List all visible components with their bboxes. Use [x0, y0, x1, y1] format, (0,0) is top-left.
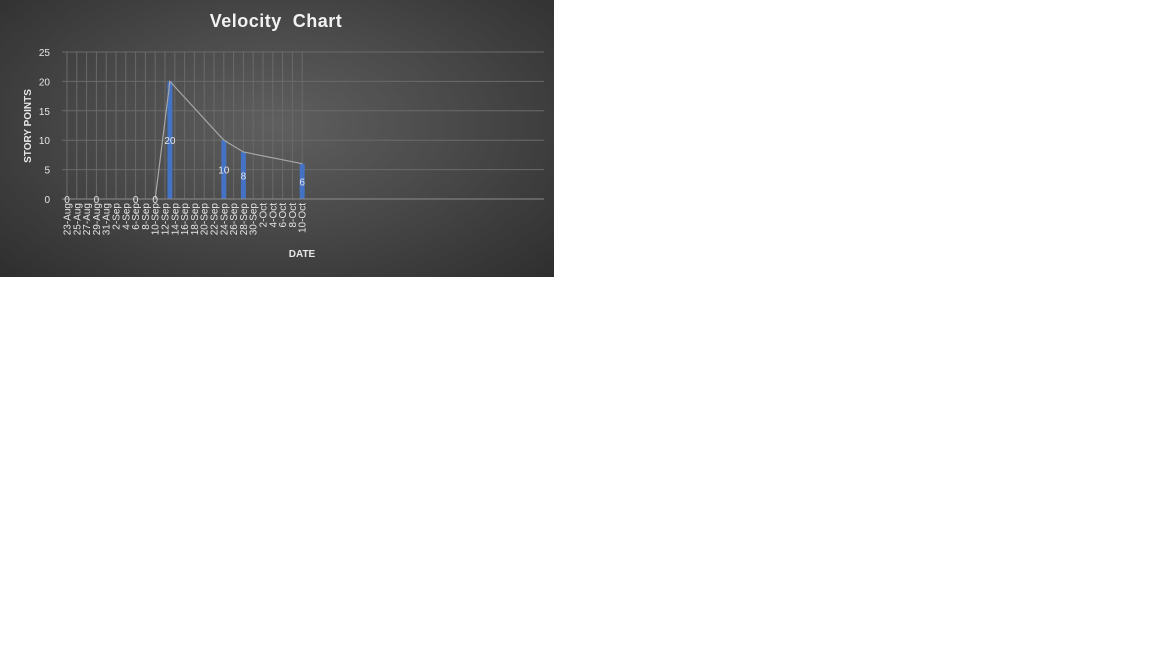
data-bar	[299, 163, 305, 199]
x-tick-label: 23-Aug	[63, 203, 74, 235]
data-label: 0	[64, 195, 70, 206]
x-tick-label: 27-Aug	[82, 203, 93, 235]
x-tick-label: 2-Oct	[259, 203, 270, 228]
x-tick-label: 6-Sep	[131, 203, 142, 230]
data-bar	[221, 140, 227, 199]
x-tick-label: 6-Oct	[278, 203, 289, 228]
x-axis-title: DATE	[289, 249, 316, 260]
data-label: 0	[133, 195, 139, 206]
x-tick-label: 8-Oct	[288, 203, 299, 228]
series-line	[154, 80, 303, 200]
x-tick-label: 20-Sep	[200, 203, 211, 236]
x-tick-label: 28-Sep	[239, 203, 250, 236]
x-tick-label: 31-Aug	[102, 203, 113, 235]
x-tick-label: 4-Sep	[121, 203, 132, 230]
x-tick-label: 16-Sep	[180, 203, 191, 236]
x-tick-label: 22-Sep	[210, 203, 221, 236]
y-tick-label: 25	[39, 48, 51, 59]
x-tick-label: 29-Aug	[92, 203, 103, 235]
x-tick-label: 8-Sep	[141, 203, 152, 230]
x-tick-label: 10-Oct	[298, 203, 309, 233]
data-label: 8	[241, 171, 247, 182]
chart-plot: 0 5 10 15 20 25 23-Aug25-Aug27-Aug29-Aug31-Aug…	[23, 48, 544, 260]
x-tick-label: 18-Sep	[190, 203, 201, 236]
x-tick-label: 30-Sep	[249, 203, 260, 236]
y-tick-label: 10	[39, 136, 51, 147]
y-tick-label: 15	[39, 107, 51, 118]
x-tick-label: 2-Sep	[112, 203, 123, 230]
y-tick-label: 0	[44, 195, 50, 206]
x-tick-label: 10-Sep	[151, 203, 162, 236]
y-axis-title: STORY POINTS	[23, 89, 34, 163]
x-tick-label: 14-Sep	[170, 203, 181, 236]
data-bar	[240, 151, 246, 199]
chart-title: Velocity Chart	[209, 11, 343, 31]
x-tick-label: 25-Aug	[72, 203, 83, 235]
x-tick-label: 4-Oct	[268, 203, 279, 228]
y-tick-label: 5	[44, 166, 50, 177]
data-label: 0	[94, 195, 100, 206]
data-bar	[167, 81, 173, 199]
x-tick-label: 24-Sep	[219, 203, 230, 236]
velocity-chart: Velocity Chart 0 5 10 15 20 25 23-Aug 25-Aug 27-…	[0, 0, 554, 277]
x-tick-label: 12-Sep	[161, 203, 172, 236]
x-tick-label: 26-Sep	[229, 203, 240, 236]
data-label: 0	[152, 195, 158, 206]
data-label: 10	[218, 166, 230, 177]
y-tick-label: 20	[39, 77, 51, 88]
data-label: 20	[164, 136, 176, 147]
data-label: 6	[299, 177, 305, 188]
